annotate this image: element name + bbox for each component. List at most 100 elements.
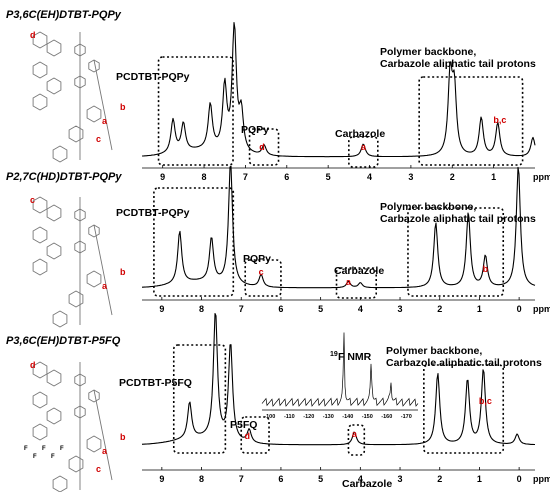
ring xyxy=(52,475,68,492)
structure-label-a: a xyxy=(102,281,108,291)
x-tick-label: 7 xyxy=(239,304,244,314)
structure-2: c a b xyxy=(30,195,126,328)
x-tick-label: 5 xyxy=(318,304,323,314)
peak-label-c: c xyxy=(259,267,264,277)
ring xyxy=(86,105,102,123)
region-label: Carbazole xyxy=(342,478,392,490)
panel-title: P3,6C(EH)DTBT-P5FQ xyxy=(6,335,121,347)
ring xyxy=(46,242,62,260)
x-tick-label: 6 xyxy=(278,304,283,314)
peak-label-d: d xyxy=(259,142,265,152)
spectrum-line xyxy=(141,312,535,446)
x-tick-label: 9 xyxy=(159,304,164,314)
x-tick-label: 7 xyxy=(239,474,244,484)
structure-label-a: a xyxy=(102,446,108,456)
region-box xyxy=(348,136,379,168)
x-tick-label: 4 xyxy=(367,172,372,182)
region-label: Carbazole xyxy=(334,265,384,277)
region-box xyxy=(423,364,505,454)
region-box xyxy=(240,416,270,454)
region-box xyxy=(153,187,235,297)
peak-label-d: d xyxy=(244,431,250,441)
ring xyxy=(68,125,84,143)
ring xyxy=(46,369,62,387)
x-axis-label: ppm xyxy=(533,304,550,314)
x-tick-label: 6 xyxy=(284,172,289,182)
ring xyxy=(68,290,84,308)
peak-label-a: a xyxy=(352,429,358,439)
x-tick-label: 2 xyxy=(437,474,442,484)
ring xyxy=(46,77,62,95)
inset-tick-label: -160 xyxy=(381,414,392,420)
inset-tick-label: -130 xyxy=(323,414,334,420)
structure-label-c: c xyxy=(96,464,101,474)
structure-label-c: c xyxy=(96,134,101,144)
region-box xyxy=(244,259,282,297)
ring xyxy=(32,226,48,244)
ring xyxy=(32,93,48,111)
x-tick-label: 1 xyxy=(477,304,482,314)
peak-label-b: b xyxy=(483,264,489,274)
x-tick-label: 0 xyxy=(517,304,522,314)
spectrum-line xyxy=(142,22,536,158)
spectrum-line xyxy=(142,165,536,289)
ring xyxy=(32,258,48,276)
x-tick-label: 1 xyxy=(491,172,496,182)
x-tick-label: 3 xyxy=(408,172,413,182)
x-tick-label: 2 xyxy=(437,304,442,314)
panel-title: P3,6C(EH)DTBT-PQPy xyxy=(6,9,122,21)
x-tick-label: 8 xyxy=(199,304,204,314)
x-tick-label: 8 xyxy=(202,172,207,182)
x-tick-label: 4 xyxy=(358,304,363,314)
ring xyxy=(46,39,62,57)
region-box xyxy=(418,76,524,166)
inset-spectrum xyxy=(261,332,419,407)
region-label: Carbazole aliphatic tail protons xyxy=(380,213,536,225)
ring xyxy=(46,204,62,222)
region-label: P5FQ xyxy=(230,419,257,431)
x-tick-label: 9 xyxy=(159,474,164,484)
bonds xyxy=(79,197,113,325)
peak-label-a: a xyxy=(361,142,367,152)
fluorine-atom: F xyxy=(33,454,37,460)
inset-label-sup: 19 xyxy=(330,351,338,358)
x-tick-label: 2 xyxy=(450,172,455,182)
inset-tick-label: -150 xyxy=(362,414,373,420)
region-label: Carbazole aliphatic tail protons xyxy=(386,357,542,369)
ring xyxy=(88,59,100,73)
nmr-panel-3: P3,6C(EH)DTBT-P5FQ 9 8 7 6 5 4 3 2 1 0 ppm PCDTBT-P5… xyxy=(6,312,550,490)
structure-label-b: b xyxy=(120,102,126,112)
region-label: PCDTBT-P5FQ xyxy=(119,377,192,389)
x-tick-label: 6 xyxy=(278,474,283,484)
region-label: Polymer backbone, xyxy=(380,46,476,58)
structure-label-a: a xyxy=(102,116,108,126)
structure-label-b: b xyxy=(120,432,126,442)
fluorine-atom: F xyxy=(60,446,64,452)
ring xyxy=(88,389,100,403)
region-label: PCDTBT-PQPy xyxy=(116,207,190,219)
nmr-panel-1: P3,6C(EH)DTBT-PQPy 9 8 7 6 5 4 3 2 1 ppm PCDTBT-PQP… xyxy=(6,9,550,182)
region-box xyxy=(335,267,378,299)
fluorine-atom: F xyxy=(42,446,46,452)
ring xyxy=(32,196,48,214)
x-tick-label: 5 xyxy=(318,474,323,484)
ring xyxy=(46,407,62,425)
bonds xyxy=(79,362,113,490)
ring xyxy=(32,423,48,441)
region-box xyxy=(172,344,227,454)
region-label: Polymer backbone, xyxy=(386,345,482,357)
x-tick-label: 0 xyxy=(517,474,522,484)
ring xyxy=(86,270,102,288)
inset-tick-label: -110 xyxy=(284,414,295,420)
region-box xyxy=(248,128,280,166)
x-axis-label: ppm xyxy=(533,474,550,484)
x-tick-label: 7 xyxy=(243,172,248,182)
x-tick-label: 4 xyxy=(358,474,363,484)
structure-label-d: d xyxy=(30,30,36,40)
inset-19f: -100 -110 -120 -130 -140 -150 -160 -170 19 F NMR xyxy=(261,332,419,420)
peak-label-bc: b,c xyxy=(493,115,506,125)
structure-label-c: c xyxy=(30,195,35,205)
region-label: PQPy xyxy=(243,253,271,265)
